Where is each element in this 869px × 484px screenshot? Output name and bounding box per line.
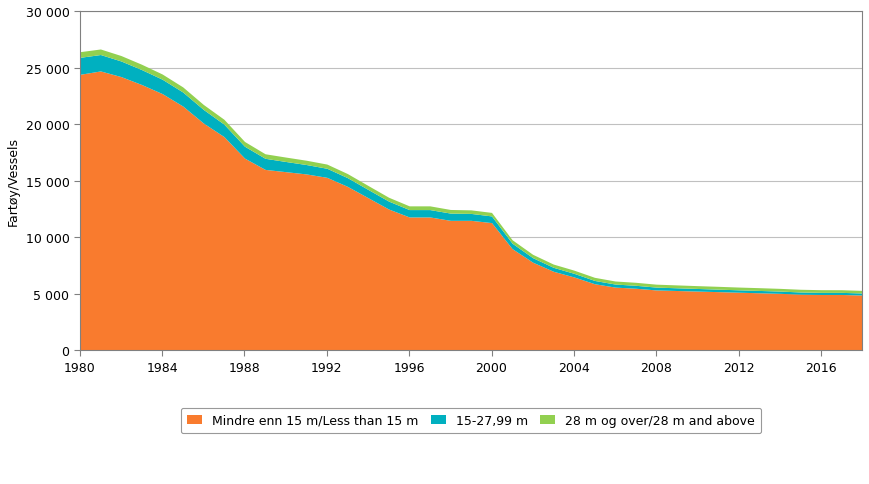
Legend: Mindre enn 15 m/Less than 15 m, 15-27,99 m, 28 m og over/28 m and above: Mindre enn 15 m/Less than 15 m, 15-27,99… — [181, 408, 761, 433]
Y-axis label: Fartøy/Vessels: Fartøy/Vessels — [7, 137, 20, 226]
